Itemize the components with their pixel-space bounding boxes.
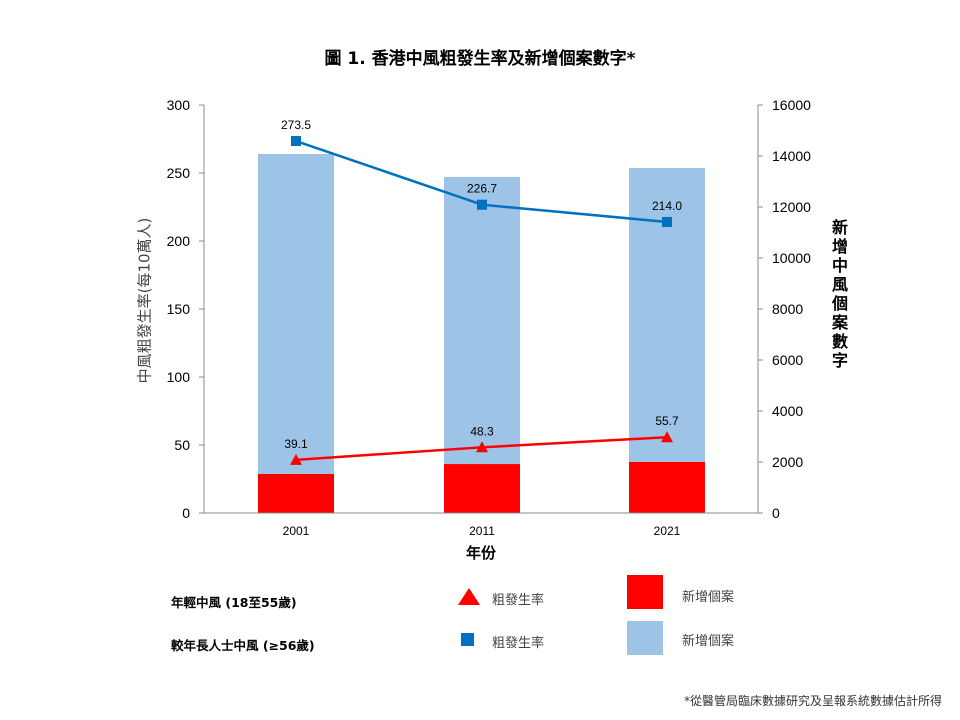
- bar-young-cases: [629, 462, 705, 513]
- data-label: 55.7: [655, 414, 679, 428]
- y-tick-label-right: 4000: [772, 403, 803, 419]
- x-tick-label: 2011: [469, 524, 495, 538]
- bar-young-cases: [258, 473, 334, 513]
- y-tick-label-left: 300: [167, 97, 191, 113]
- data-label: 273.5: [281, 118, 311, 132]
- legend-young-cases-swatch: [627, 575, 663, 609]
- y-tick-label-right: 16000: [772, 97, 811, 113]
- bar-young-cases: [444, 464, 520, 513]
- legend-row-older-label: 較年長人士中風 (≥56歲): [171, 638, 315, 653]
- marker-older-rate: [477, 199, 487, 210]
- y-tick-label-left: 100: [167, 369, 191, 385]
- y-tick-label-left: 250: [167, 165, 191, 181]
- y-tick-label-right: 8000: [772, 301, 803, 317]
- marker-older-rate: [662, 216, 672, 227]
- y-tick-label-left: 50: [174, 437, 190, 453]
- y-tick-label-right: 10000: [772, 250, 811, 266]
- legend-young-cases-label: 新增個案: [682, 590, 735, 605]
- legend-older-cases-label: 新增個案: [682, 634, 735, 649]
- legend-row-young-label: 年輕中風 (18至55歲): [171, 595, 297, 610]
- x-tick-label: 2001: [283, 524, 310, 538]
- legend-young-rate-label: 粗發生率: [492, 593, 545, 608]
- bar-older-cases: [258, 153, 334, 474]
- y-tick-label-left: 150: [167, 301, 191, 317]
- y-axis-label-right: 新增中風個案數字: [832, 218, 849, 370]
- data-label: 48.3: [470, 424, 494, 438]
- y-tick-label-left: 200: [167, 233, 191, 249]
- data-label: 39.1: [284, 437, 308, 451]
- y-tick-label-right: 12000: [772, 199, 811, 215]
- y-tick-label-right: 6000: [772, 352, 803, 368]
- marker-young-rate: [661, 431, 673, 443]
- y-axis-label-left: 中風粗發生率(每10萬人): [135, 217, 154, 384]
- legend-square-icon: [461, 633, 474, 646]
- legend-older-cases-swatch: [627, 621, 663, 655]
- marker-older-rate: [291, 136, 301, 147]
- y-tick-label-right: 2000: [772, 454, 803, 470]
- y-tick-label-right: 0: [772, 505, 780, 521]
- legend-triangle-icon: [458, 588, 480, 605]
- marker-young-rate: [290, 453, 302, 465]
- x-tick-label: 2021: [654, 524, 681, 538]
- marker-young-rate: [476, 441, 488, 453]
- legend-older-rate-label: 粗發生率: [492, 636, 545, 651]
- footnote: *從醫管局臨床數據研究及呈報系統數據估計所得: [683, 694, 942, 708]
- y-tick-label-right: 14000: [772, 148, 811, 164]
- bar-older-cases: [444, 176, 520, 465]
- x-axis-label: 年份: [465, 544, 496, 562]
- y-tick-label-left: 0: [182, 505, 190, 521]
- data-label: 226.7: [467, 182, 497, 196]
- data-label: 214.0: [652, 199, 682, 213]
- chart-title: 圖 1. 香港中風粗發生率及新增個案數字*: [324, 49, 636, 69]
